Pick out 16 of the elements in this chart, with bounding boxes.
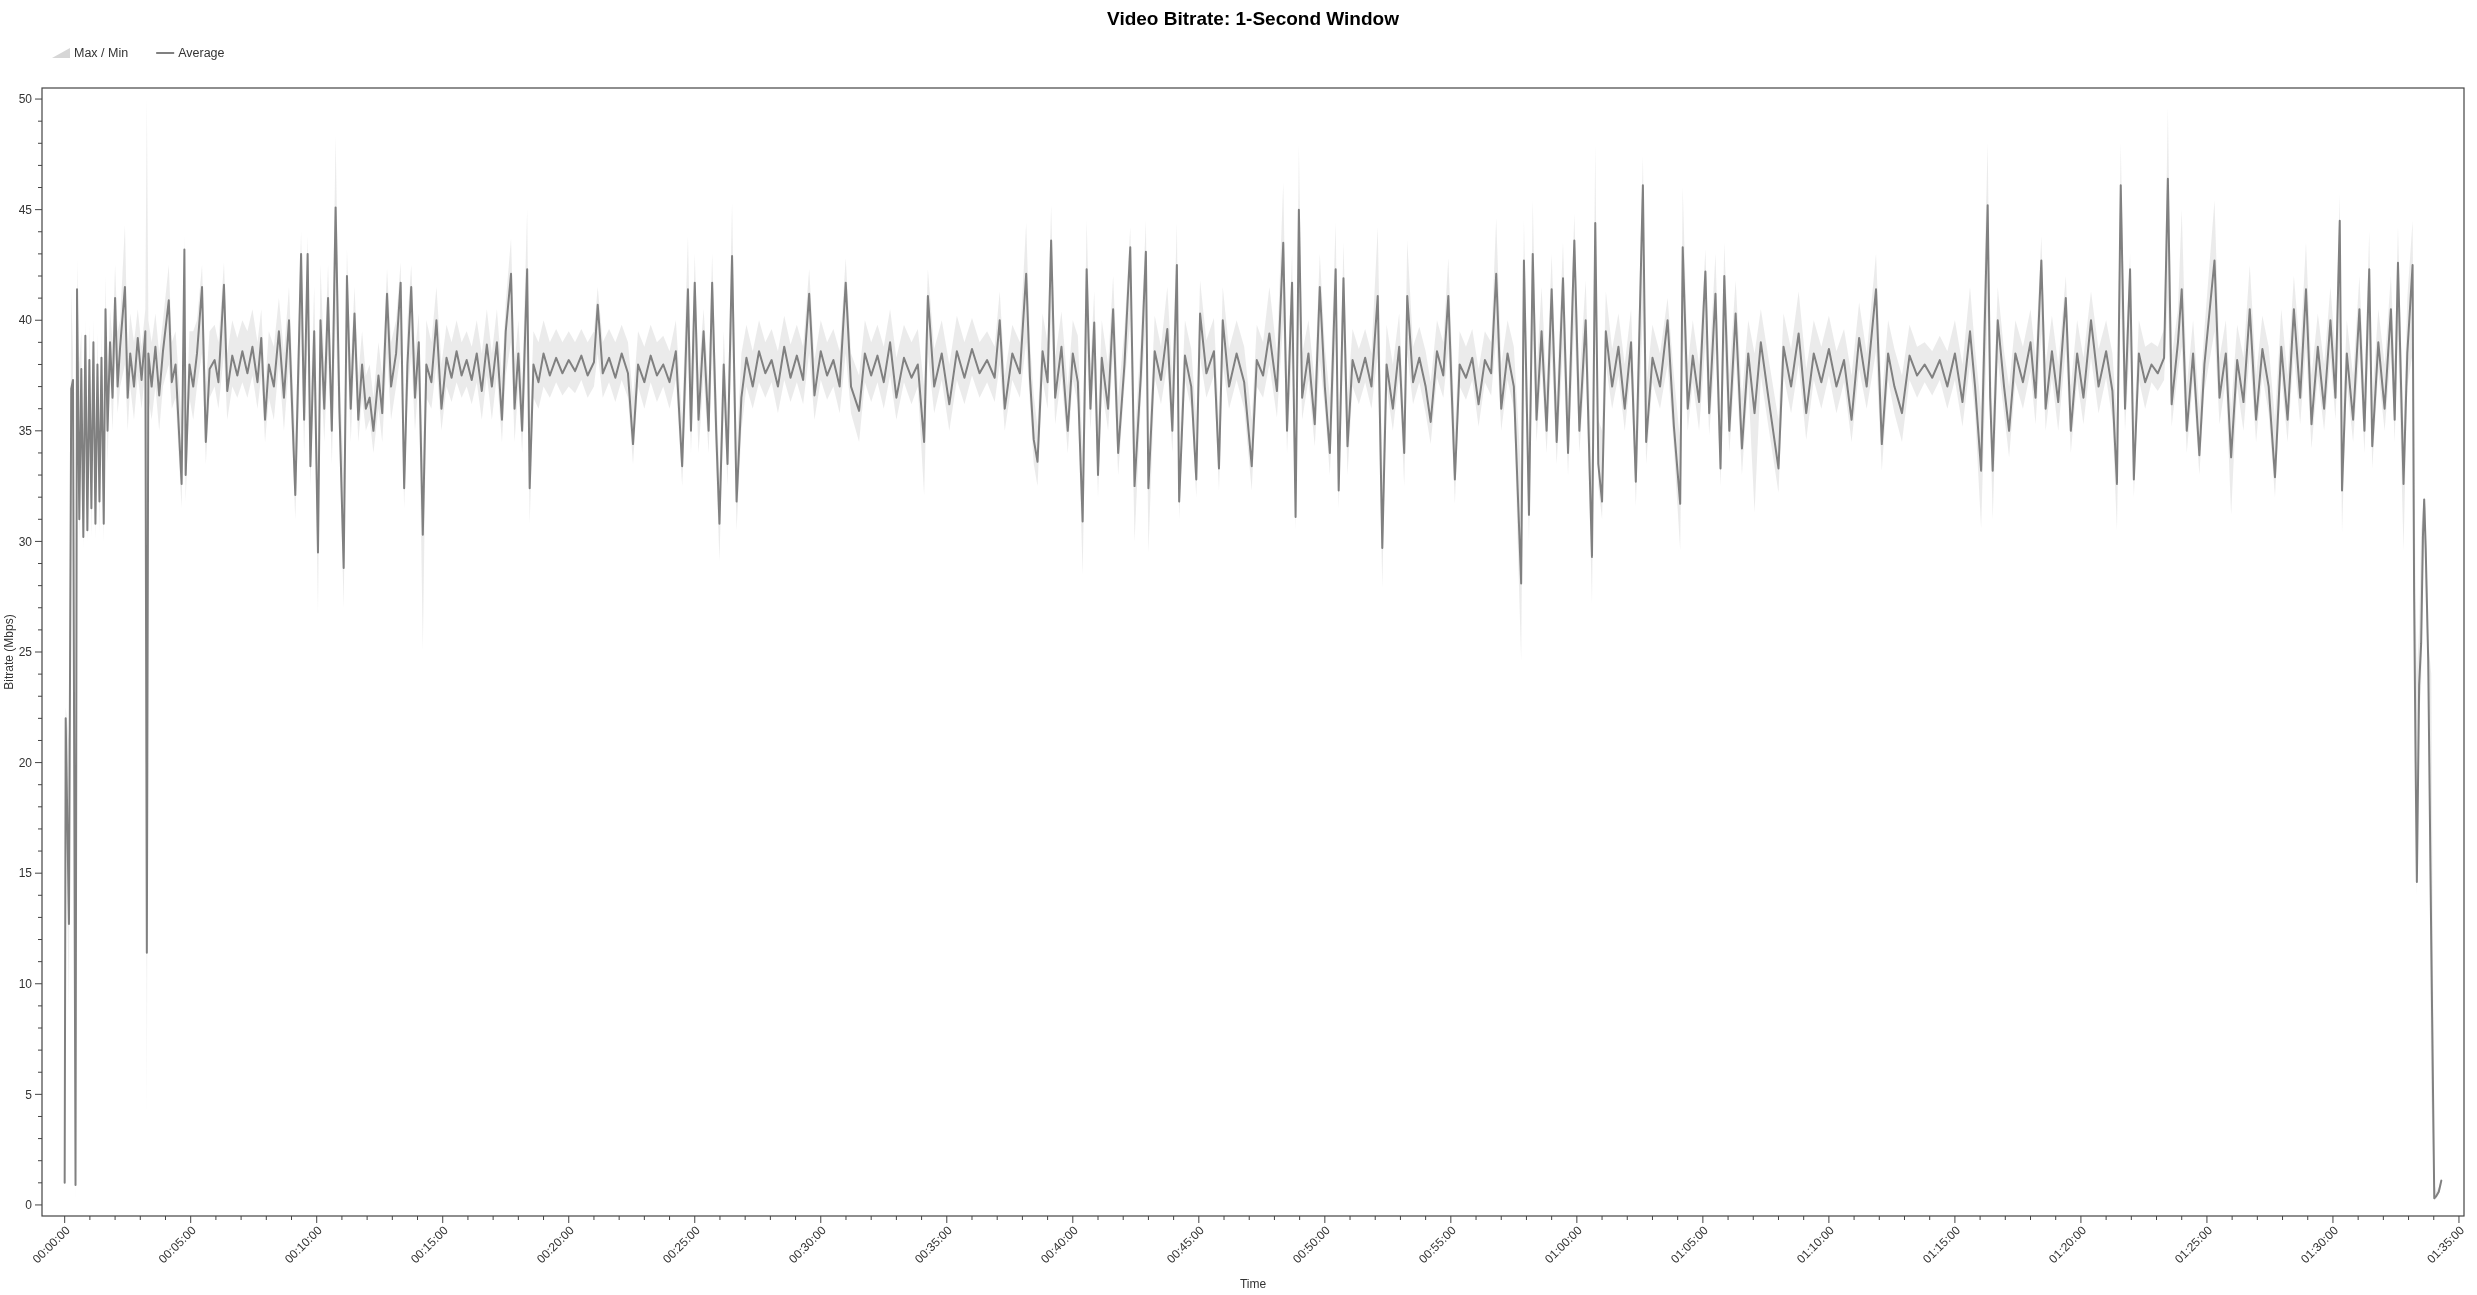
x-axis-title: Time bbox=[1239, 1277, 1267, 1292]
y-tick-label: 10 bbox=[18, 976, 33, 991]
y-tick-label: 5 bbox=[25, 1087, 33, 1102]
y-axis-title: Bitrate (Mbps) bbox=[2, 614, 17, 690]
y-tick-label: 40 bbox=[18, 313, 33, 328]
legend-label: Average bbox=[178, 46, 225, 61]
y-tick-label: 35 bbox=[18, 424, 33, 439]
y-tick-label: 15 bbox=[18, 866, 33, 881]
y-tick-label: 0 bbox=[25, 1198, 33, 1213]
text: Max / Min bbox=[74, 46, 129, 61]
y-tick-label: 30 bbox=[18, 534, 33, 549]
y-tick-label: 20 bbox=[18, 755, 33, 770]
chart-title: Video Bitrate: 1-Second Window bbox=[1107, 7, 1400, 29]
y-tick-label: 45 bbox=[18, 202, 33, 217]
y-tick-label: 50 bbox=[18, 92, 33, 107]
y-tick-label: 25 bbox=[18, 645, 33, 660]
